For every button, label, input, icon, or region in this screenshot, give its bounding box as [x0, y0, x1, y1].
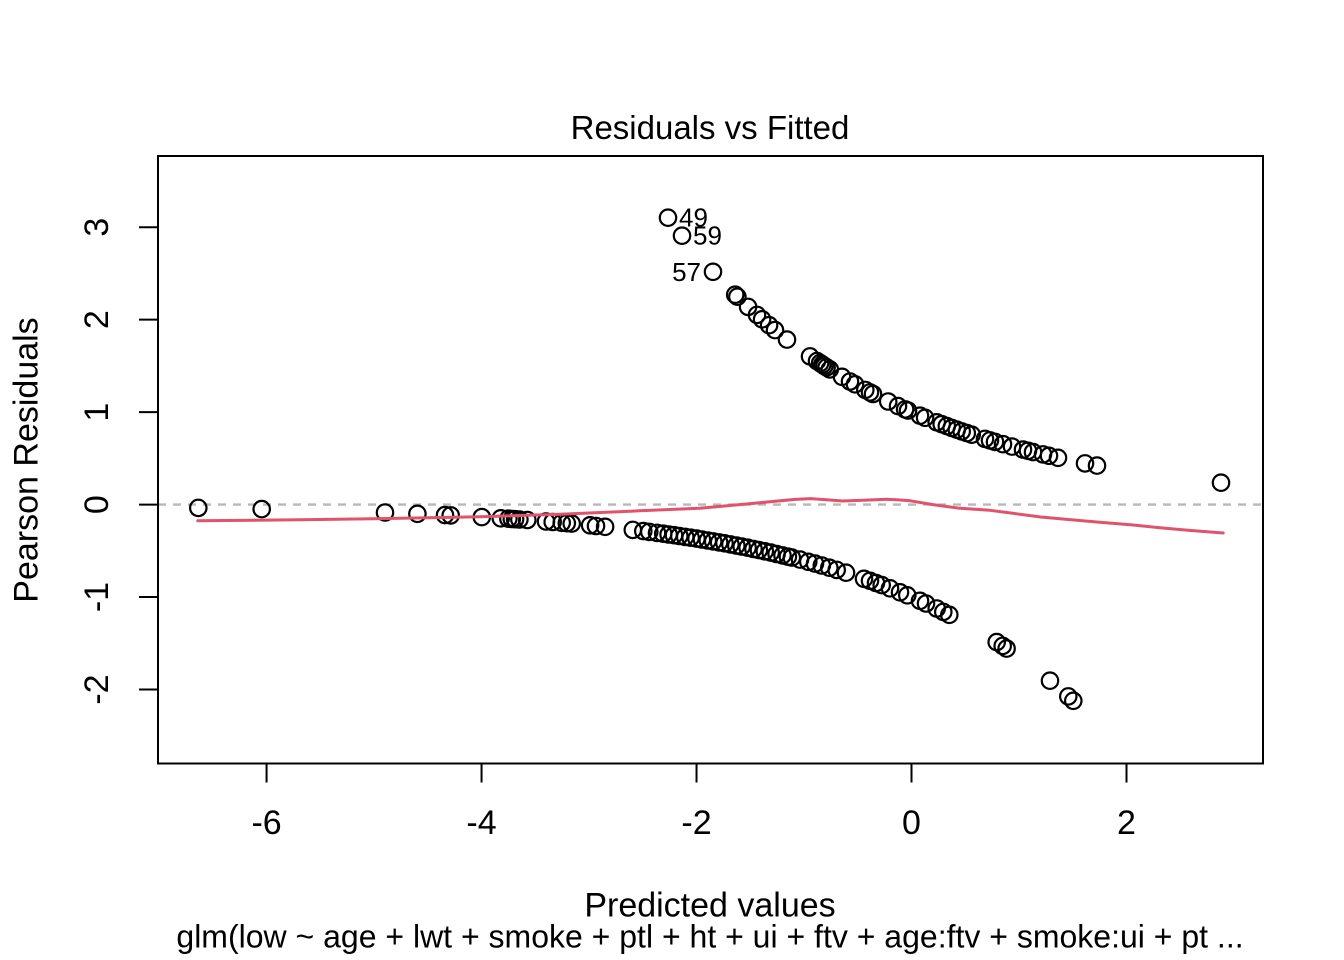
data-point	[1059, 687, 1078, 706]
data-point	[827, 560, 846, 580]
data-point	[759, 315, 779, 335]
data-point	[1040, 671, 1060, 690]
y-tick-label: -1	[78, 582, 116, 612]
data-point	[491, 508, 511, 528]
data-point	[703, 532, 723, 551]
data-point	[985, 432, 1005, 452]
data-point	[681, 528, 700, 547]
data-point	[435, 505, 455, 525]
data-point	[252, 499, 272, 519]
data-point	[915, 408, 935, 428]
data-point	[595, 517, 615, 537]
data-point	[1039, 446, 1059, 466]
y-tick-label: 3	[78, 218, 116, 237]
data-point	[777, 330, 797, 349]
smoother-line	[196, 497, 1225, 535]
data-point	[562, 514, 581, 533]
y-tick-label: 2	[78, 310, 116, 329]
data-point	[880, 578, 900, 598]
point-id-label: 57	[672, 257, 701, 287]
data-point	[375, 503, 395, 522]
data-point	[939, 605, 959, 625]
data-point	[408, 504, 427, 524]
x-axis-title: Predicted values	[584, 886, 836, 925]
data-point	[836, 563, 856, 582]
data-point	[765, 320, 785, 340]
data-point	[747, 305, 767, 325]
data-point	[1002, 437, 1022, 456]
data-point	[517, 510, 537, 530]
model-caption: glm(low ~ age + lwt + smoke + ptl + ht +…	[176, 918, 1244, 955]
data-point	[997, 639, 1016, 658]
data-point	[782, 548, 802, 567]
labeled-data-point	[672, 226, 692, 245]
data-point	[586, 516, 606, 536]
point-id-label: 59	[693, 221, 722, 251]
labeled-data-point	[658, 208, 678, 227]
data-point	[669, 526, 689, 546]
data-point	[1064, 691, 1083, 711]
plot-border	[157, 155, 1264, 765]
data-point	[863, 384, 883, 404]
data-point	[878, 392, 898, 411]
data-point	[1211, 473, 1231, 492]
data-point	[817, 358, 836, 377]
labeled-data-point	[703, 262, 723, 282]
data-point	[728, 287, 747, 306]
y-tick-label: -2	[78, 674, 116, 704]
y-tick-label: 0	[78, 495, 116, 514]
x-tick-label: 0	[902, 804, 921, 842]
data-point	[819, 558, 839, 577]
x-tick-label: -4	[466, 804, 496, 842]
data-point	[189, 498, 208, 518]
data-point	[633, 521, 653, 541]
data-point	[580, 515, 600, 535]
data-point	[993, 434, 1013, 454]
data-point	[916, 594, 936, 613]
data-point	[639, 522, 659, 542]
data-point	[1075, 454, 1095, 473]
data-point	[962, 425, 981, 444]
data-point	[1087, 456, 1107, 475]
data-point	[725, 285, 745, 304]
x-tick-label: 2	[1117, 804, 1136, 842]
data-point	[845, 374, 865, 394]
data-point	[692, 530, 712, 549]
data-point	[510, 510, 529, 529]
x-tick-label: -2	[681, 804, 711, 842]
y-tick-label: 1	[78, 403, 116, 422]
data-point	[872, 575, 891, 595]
data-point	[898, 401, 918, 420]
data-point	[1048, 448, 1068, 468]
x-tick-label: -6	[251, 804, 281, 842]
chart-title: Residuals vs Fitted	[570, 109, 850, 146]
data-point	[993, 636, 1012, 656]
data-point	[441, 506, 460, 525]
